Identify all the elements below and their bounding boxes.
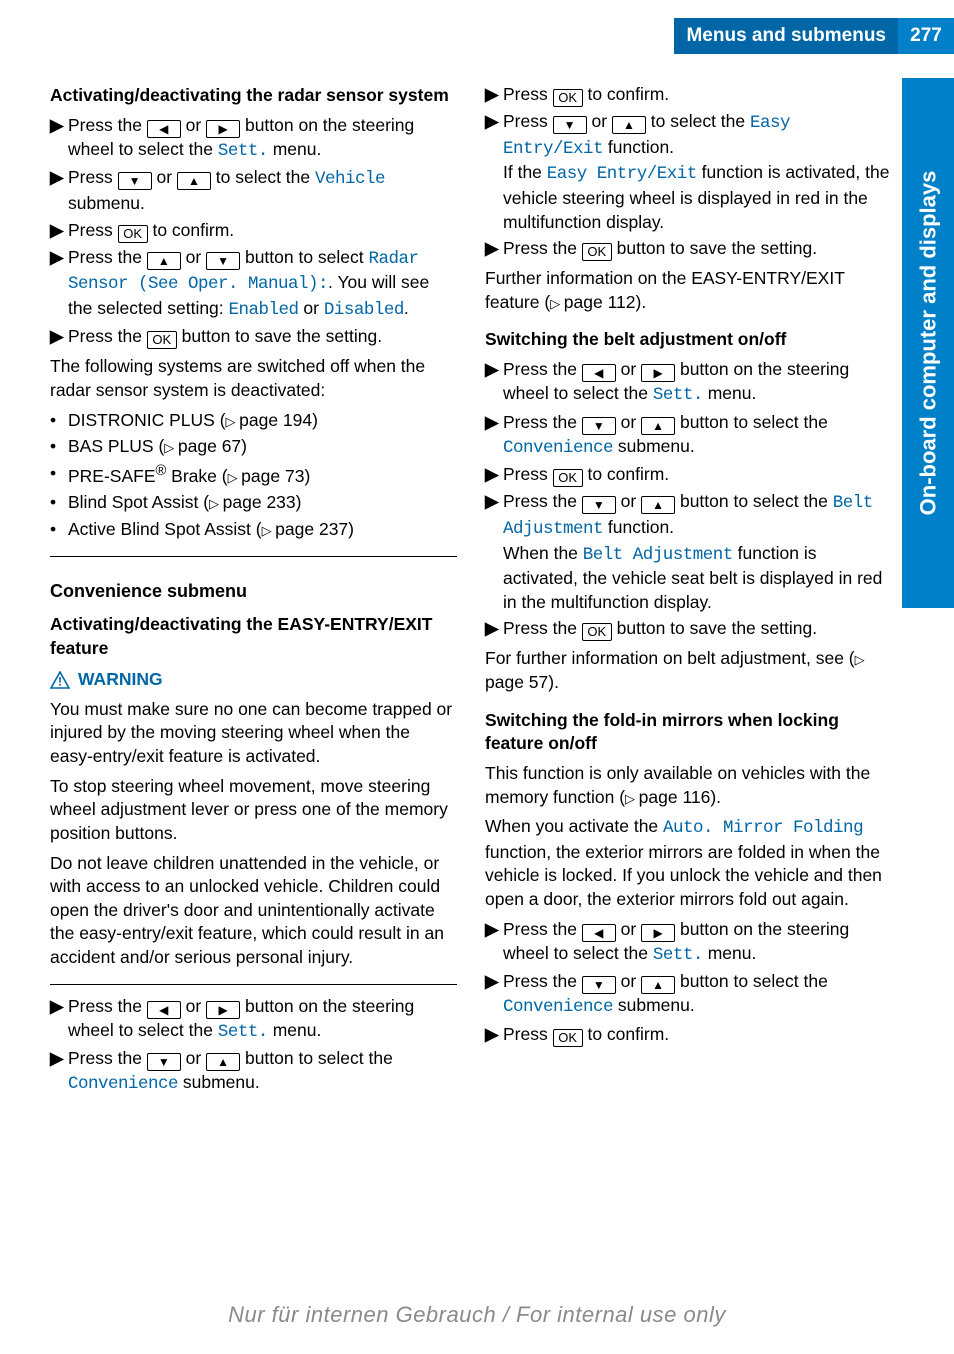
list-item: •Active Blind Spot Assist (▷ page 237) (50, 518, 457, 542)
up-arrow-button: ▲ (641, 976, 675, 994)
up-arrow-button: ▲ (206, 1053, 240, 1071)
paragraph: When you activate the Auto. Mirror Foldi… (485, 815, 892, 912)
right-arrow-button: ▶ (641, 924, 675, 942)
step: ▶ Press the ▼ or ▲ button to select the … (485, 411, 892, 461)
ok-button: OK (582, 243, 612, 261)
step: ▶ Press the ◀ or ▶ button on the steerin… (485, 358, 892, 408)
down-arrow-button: ▼ (118, 172, 152, 190)
right-arrow-button: ▶ (641, 364, 675, 382)
page-content: Activating/deactivating the radar sensor… (50, 80, 892, 1100)
up-arrow-button: ▲ (612, 116, 646, 134)
ok-button: OK (553, 89, 583, 107)
footer-watermark: Nur für internen Gebrauch / For internal… (0, 1302, 954, 1328)
warning-header: ! WARNING (50, 668, 457, 692)
paragraph: Further information on the EASY-ENTRY/EX… (485, 267, 892, 314)
warning-text: You must make sure no one can become tra… (50, 698, 457, 769)
heading-fold-mirrors: Switching the fold-in mirrors when locki… (485, 709, 892, 756)
step: ▶ Press OK to confirm. (485, 83, 892, 107)
step: ▶ Press the OK button to save the settin… (485, 237, 892, 261)
up-arrow-button: ▲ (177, 172, 211, 190)
down-arrow-button: ▼ (582, 417, 616, 435)
right-arrow-button: ▶ (206, 120, 240, 138)
left-column: Activating/deactivating the radar sensor… (50, 80, 457, 1100)
list-item: •PRE-SAFE® Brake (▷ page 73) (50, 462, 457, 488)
down-arrow-button: ▼ (582, 496, 616, 514)
up-arrow-button: ▲ (147, 252, 181, 270)
chapter-tab-label: On-board computer and displays (915, 171, 941, 516)
list-item: •BAS PLUS (▷ page 67) (50, 435, 457, 459)
step: ▶ Press ▼ or ▲ to select the Vehicle sub… (50, 166, 457, 215)
divider (50, 556, 457, 557)
paragraph: This function is only available on vehic… (485, 762, 892, 809)
ok-button: OK (147, 331, 177, 349)
step: ▶ Press the ▼ or ▲ button to select the … (50, 1047, 457, 1097)
svg-text:!: ! (58, 674, 62, 688)
heading-easy-entry: Activating/deactivating the EASY-ENTRY/E… (50, 613, 457, 660)
step: ▶ Press OK to confirm. (485, 1023, 892, 1047)
page-header: Menus and submenus 277 (674, 18, 954, 54)
step: ▶ Press the ◀ or ▶ button on the steerin… (485, 918, 892, 968)
divider (50, 984, 457, 985)
right-arrow-button: ▶ (206, 1001, 240, 1019)
up-arrow-button: ▲ (641, 417, 675, 435)
down-arrow-button: ▼ (147, 1053, 181, 1071)
down-arrow-button: ▼ (553, 116, 587, 134)
ok-button: OK (553, 1029, 583, 1047)
left-arrow-button: ◀ (147, 1001, 181, 1019)
paragraph: The following systems are switched off w… (50, 355, 457, 402)
page-number: 277 (898, 18, 954, 54)
ok-button: OK (118, 225, 148, 243)
warning-text: Do not leave children unattended in the … (50, 852, 457, 970)
step: ▶ Press the ◀ or ▶ button on the steerin… (50, 114, 457, 164)
step: ▶ Press the ◀ or ▶ button on the steerin… (50, 995, 457, 1045)
step: ▶ Press OK to confirm. (485, 463, 892, 487)
heading-convenience: Convenience submenu (50, 579, 457, 603)
ok-button: OK (582, 623, 612, 641)
down-arrow-button: ▼ (206, 252, 240, 270)
warning-icon: ! (50, 671, 70, 689)
step: ▶ Press the ▲ or ▼ button to select Rada… (50, 246, 457, 323)
list-item: •DISTRONIC PLUS (▷ page 194) (50, 409, 457, 433)
warning-label: WARNING (78, 668, 163, 692)
paragraph: For further information on belt adjustme… (485, 647, 892, 694)
left-arrow-button: ◀ (147, 120, 181, 138)
step: ▶ Press ▼ or ▲ to select the Easy Entry/… (485, 110, 892, 234)
down-arrow-button: ▼ (582, 976, 616, 994)
header-title: Menus and submenus (674, 18, 898, 54)
step: ▶ Press the OK button to save the settin… (485, 617, 892, 641)
list-item: •Blind Spot Assist (▷ page 233) (50, 491, 457, 515)
right-column: ▶ Press OK to confirm. ▶ Press ▼ or ▲ to… (485, 80, 892, 1100)
left-arrow-button: ◀ (582, 924, 616, 942)
warning-text: To stop steering wheel movement, move st… (50, 775, 457, 846)
step: ▶ Press the ▼ or ▲ button to select the … (485, 970, 892, 1020)
step: ▶ Press the OK button to save the settin… (50, 325, 457, 349)
up-arrow-button: ▲ (641, 496, 675, 514)
left-arrow-button: ◀ (582, 364, 616, 382)
heading-belt: Switching the belt adjustment on/off (485, 328, 892, 352)
heading-radar: Activating/deactivating the radar sensor… (50, 84, 457, 108)
step: ▶ Press OK to confirm. (50, 219, 457, 243)
chapter-tab: On-board computer and displays (902, 78, 954, 608)
step: ▶ Press the ▼ or ▲ button to select the … (485, 490, 892, 614)
ok-button: OK (553, 469, 583, 487)
